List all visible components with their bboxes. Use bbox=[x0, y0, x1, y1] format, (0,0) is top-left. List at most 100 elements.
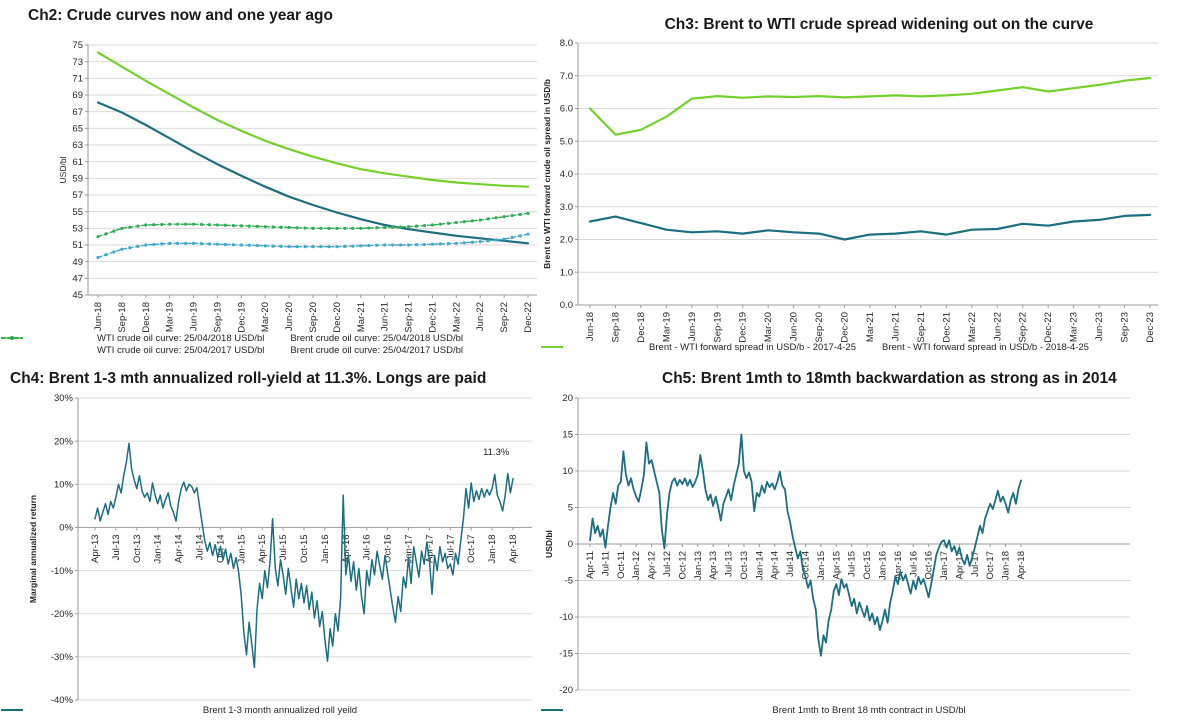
legend-line-swatch bbox=[541, 346, 563, 348]
ch5-ytick: -5 bbox=[565, 576, 573, 587]
ch5-ytick: 20 bbox=[562, 393, 573, 404]
ch4-ylabel: Marginal annualized return bbox=[28, 495, 38, 603]
ch4-xtick: Jul-13 bbox=[111, 534, 122, 560]
ch4-legend: Brent 1-3 month annualized roll yeild bbox=[0, 705, 560, 716]
ch2-series-0 bbox=[96, 101, 530, 245]
ch2-ytick: 69 bbox=[72, 90, 83, 101]
ch5-xtick: Apr-13 bbox=[708, 551, 719, 580]
ch2-xtick: Dec-21 bbox=[427, 302, 438, 333]
ch5-xtick: Jul-14 bbox=[785, 551, 796, 577]
ch3-xtick: Mar-20 bbox=[763, 312, 774, 342]
panel-ch5: 20 15 10 5 0 -5 -10 -15 -20 USD/bl Apr-11 Jul-11 Oct… bbox=[540, 392, 1198, 706]
ch3-xtick: Jun-18 bbox=[585, 312, 596, 341]
legend-label: WTI crude oil curve: 25/04/2018 USD/bl bbox=[96, 333, 265, 344]
legend-item: Brent 1mth to Brent 18 mth contract in U… bbox=[541, 705, 966, 716]
ch4-xtick: Apr-14 bbox=[174, 534, 185, 563]
ch3-ytick: 6.0 bbox=[560, 104, 573, 115]
ch3-xtick: Sep-23 bbox=[1120, 312, 1131, 342]
ch2-chart: 75 73 71 69 67 65 63 61 59 57 55 53 51 49 47 45 USD/bl Ju… bbox=[58, 40, 537, 333]
ch2-ytick: 47 bbox=[72, 274, 83, 285]
ch5-xtick: Oct-14 bbox=[801, 551, 812, 580]
ch4-xtick: Oct-13 bbox=[132, 534, 143, 563]
ch2-xtick: Mar-20 bbox=[260, 302, 271, 332]
ch4-xtick: Apr-15 bbox=[257, 534, 268, 563]
ch4-xtick: Jul-17 bbox=[445, 534, 456, 560]
ch4-ytick: 20% bbox=[54, 436, 74, 447]
ch3-xtick: Mar-22 bbox=[967, 312, 978, 342]
legend-label: Brent - WTI forward spread in USD/b - 20… bbox=[882, 342, 1089, 353]
ch3-legend-row: Brent - WTI forward spread in USD/b - 20… bbox=[541, 342, 1089, 353]
ch4-xtick: Apr-13 bbox=[90, 534, 101, 563]
ch3-xtick: Dec-21 bbox=[941, 312, 952, 342]
ch5-xtick: Oct-13 bbox=[739, 551, 750, 580]
ch2-xtick: Dec-18 bbox=[141, 302, 152, 333]
ch5-ytick: -20 bbox=[559, 685, 573, 696]
ch3-series-1 bbox=[588, 76, 1152, 136]
ch5-xtick: Oct-17 bbox=[985, 551, 996, 580]
legend-item: Brent crude oil curve: 25/04/2017 USD/bl bbox=[1, 336, 464, 356]
ch2-ytick: 49 bbox=[72, 257, 83, 268]
legend-item: WTI crude oil curve: 25/04/2018 USD/bl bbox=[1, 333, 265, 344]
ch2-xtick: Jun-19 bbox=[189, 302, 200, 331]
ch4-ytick: 0% bbox=[59, 523, 73, 534]
ch4-xtick: Jul-15 bbox=[278, 534, 289, 560]
ch3-xtick: Sep-21 bbox=[916, 312, 927, 342]
ch4-ytick: -30% bbox=[51, 652, 74, 663]
ch2-legend: WTI crude oil curve: 25/04/2018 USD/bl Br… bbox=[0, 333, 560, 356]
ch3-xtick: Sep-19 bbox=[712, 312, 723, 342]
ch2-xtick: Jun-18 bbox=[93, 302, 104, 331]
ch3-xtick: Dec-19 bbox=[738, 312, 749, 342]
ch2-ytick: 57 bbox=[72, 190, 83, 201]
ch2-xtick: Mar-19 bbox=[165, 302, 176, 332]
ch4-xtick: Apr-18 bbox=[508, 534, 519, 563]
legend-label: Brent crude oil curve: 25/04/2017 USD/bl bbox=[290, 345, 464, 356]
ch5-xtick: Jan-12 bbox=[631, 551, 642, 580]
ch4-xtick: Oct-16 bbox=[383, 534, 394, 563]
ch2-series-1 bbox=[96, 51, 530, 188]
ch2-xtick: Sep-21 bbox=[404, 302, 415, 333]
ch2-xtick: Dec-22 bbox=[523, 302, 534, 333]
ch5-xtick: Apr-15 bbox=[831, 551, 842, 580]
ch2-xtick: Jun-20 bbox=[284, 302, 295, 331]
ch4-xtick: Jan-16 bbox=[320, 534, 331, 563]
ch5-ytick: 10 bbox=[562, 466, 573, 477]
ch3-ytick: 2.0 bbox=[560, 235, 573, 246]
ch5-xtick: Jul-11 bbox=[600, 551, 611, 576]
ch4-xtick: Oct-15 bbox=[299, 534, 310, 563]
ch2-legend-row: WTI crude oil curve: 25/04/2018 USD/bl Br… bbox=[1, 333, 464, 344]
panel-ch2: 75 73 71 69 67 65 63 61 59 57 55 53 51 49 47 45 USD/bl Ju… bbox=[0, 30, 560, 336]
ch4-xtick: Jan-14 bbox=[153, 534, 164, 563]
legend-label: Brent crude oil curve: 25/04/2018 USD/bl bbox=[290, 333, 464, 344]
ch4-xtick: Jul-14 bbox=[195, 534, 206, 560]
legend-line-swatch bbox=[541, 709, 563, 711]
ch5-legend: Brent 1mth to Brent 18 mth contract in U… bbox=[540, 705, 1198, 716]
ch5-chart: 20 15 10 5 0 -5 -10 -15 -20 USD/bl Apr-11 Jul-11 Oct… bbox=[544, 393, 1130, 696]
ch2-ytick: 73 bbox=[72, 57, 83, 68]
ch3-xtick: Jun-22 bbox=[992, 312, 1003, 341]
ch2-ylabel: USD/bl bbox=[58, 156, 68, 183]
ch2-xtick: Mar-22 bbox=[451, 302, 462, 332]
ch3-xtick: Mar-23 bbox=[1069, 312, 1080, 342]
ch4-xtick: Apr-17 bbox=[424, 534, 435, 563]
ch3-title: Ch3: Brent to WTI crude spread widening … bbox=[664, 16, 1094, 33]
ch2-ytick: 55 bbox=[72, 207, 83, 218]
ch5-ytick: 5 bbox=[568, 503, 573, 514]
ch2-xtick: Jun-22 bbox=[475, 302, 486, 331]
panel-ch3: 8.0 7.0 6.0 5.0 4.0 3.0 2.0 1.0 0.0 Brent to WTI … bbox=[540, 30, 1198, 342]
ch2-xtick: Dec-19 bbox=[236, 302, 247, 333]
ch5-xtick: Apr-14 bbox=[770, 551, 781, 580]
ch5-xtick: Oct-12 bbox=[677, 551, 688, 580]
ch2-xtick: Sep-22 bbox=[499, 302, 510, 333]
ch2-ytick: 61 bbox=[72, 157, 83, 168]
panel-ch4: 30% 20% 10% 0% -10% -20% -30% -40% Marginal annu… bbox=[0, 392, 560, 706]
ch2-ytick: 65 bbox=[72, 124, 83, 135]
ch3-xtick: Mar-19 bbox=[661, 312, 672, 342]
legend-item: Brent 1-3 month annualized roll yeild bbox=[1, 705, 357, 716]
ch2-ytick: 53 bbox=[72, 224, 83, 235]
ch5-xtick: Jul-16 bbox=[908, 551, 919, 577]
ch5-xtick: Jul-12 bbox=[662, 551, 673, 577]
ch4-series-0 bbox=[94, 442, 514, 669]
ch3-xtick: Dec-23 bbox=[1145, 312, 1156, 342]
legend-label: Brent - WTI forward spread in USD/b - 20… bbox=[649, 342, 856, 353]
ch5-xtick: Jan-17 bbox=[939, 551, 950, 580]
